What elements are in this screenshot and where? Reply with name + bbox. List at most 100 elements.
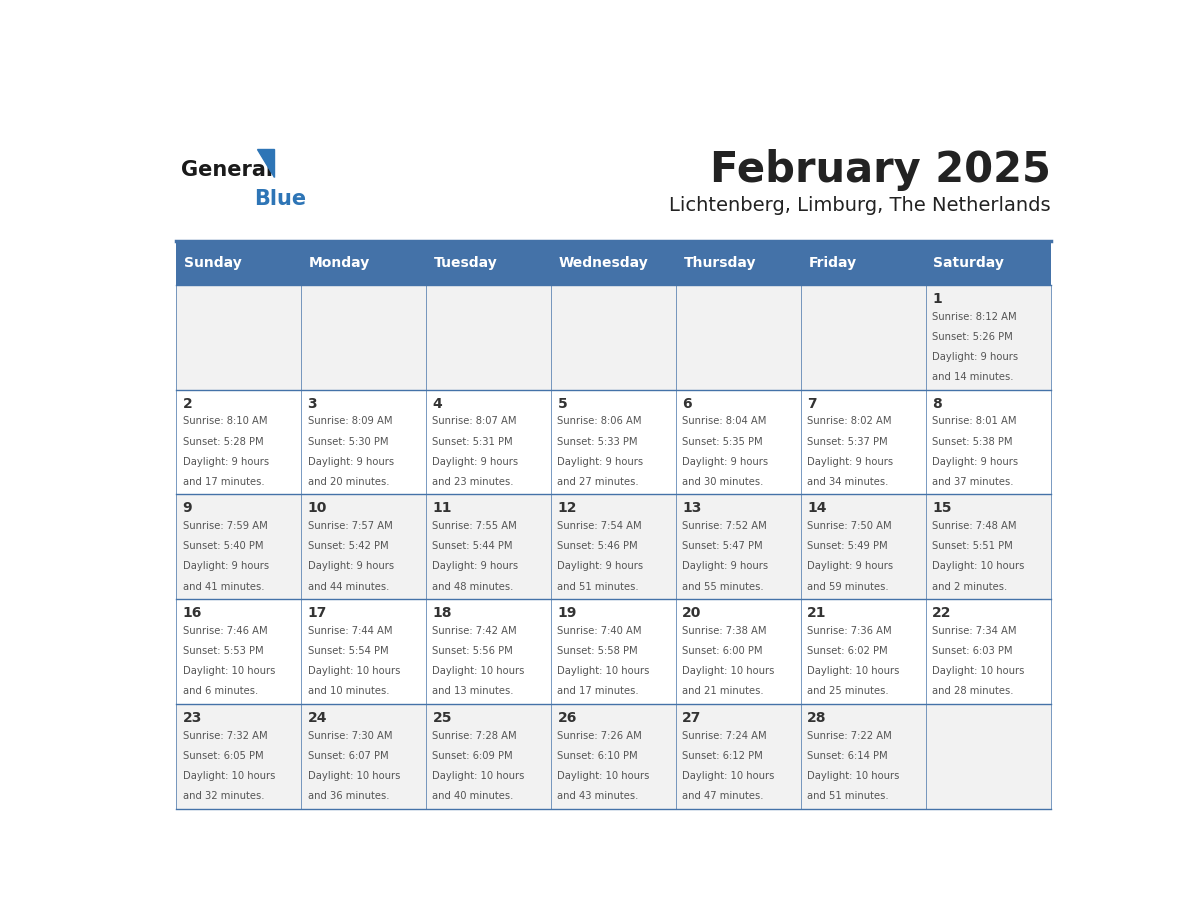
Text: and 41 minutes.: and 41 minutes.	[183, 582, 264, 591]
Text: 13: 13	[682, 501, 702, 515]
Text: Daylight: 9 hours: Daylight: 9 hours	[808, 456, 893, 466]
Text: 1: 1	[933, 292, 942, 306]
Text: Sunset: 5:38 PM: Sunset: 5:38 PM	[933, 437, 1013, 446]
Text: and 40 minutes.: and 40 minutes.	[432, 791, 514, 801]
Text: Sunset: 5:53 PM: Sunset: 5:53 PM	[183, 646, 264, 656]
Text: 24: 24	[308, 711, 327, 725]
Text: Daylight: 9 hours: Daylight: 9 hours	[183, 456, 268, 466]
Text: Daylight: 10 hours: Daylight: 10 hours	[933, 562, 1025, 571]
Text: Sunset: 5:49 PM: Sunset: 5:49 PM	[808, 542, 887, 552]
Bar	[176, 389, 1051, 494]
Text: Friday: Friday	[808, 256, 857, 270]
Text: Daylight: 10 hours: Daylight: 10 hours	[308, 666, 400, 677]
Text: Sunset: 5:40 PM: Sunset: 5:40 PM	[183, 542, 263, 552]
Bar	[426, 241, 551, 285]
Text: Sunset: 5:26 PM: Sunset: 5:26 PM	[933, 331, 1013, 341]
Text: Sunset: 5:44 PM: Sunset: 5:44 PM	[432, 542, 513, 552]
Text: Daylight: 9 hours: Daylight: 9 hours	[308, 562, 393, 571]
Text: and 47 minutes.: and 47 minutes.	[682, 791, 764, 801]
Text: Sunset: 5:30 PM: Sunset: 5:30 PM	[308, 437, 388, 446]
Text: and 43 minutes.: and 43 minutes.	[557, 791, 639, 801]
Text: and 17 minutes.: and 17 minutes.	[557, 687, 639, 697]
Text: Daylight: 10 hours: Daylight: 10 hours	[933, 666, 1025, 677]
Text: Sunrise: 7:44 AM: Sunrise: 7:44 AM	[308, 626, 392, 636]
Text: Daylight: 9 hours: Daylight: 9 hours	[432, 456, 519, 466]
Text: Sunrise: 8:06 AM: Sunrise: 8:06 AM	[557, 417, 642, 426]
Bar	[176, 704, 1051, 809]
Text: Sunrise: 7:38 AM: Sunrise: 7:38 AM	[682, 626, 767, 636]
Text: and 30 minutes.: and 30 minutes.	[682, 476, 764, 487]
Text: Daylight: 9 hours: Daylight: 9 hours	[308, 456, 393, 466]
Text: Daylight: 9 hours: Daylight: 9 hours	[432, 562, 519, 571]
Text: Wednesday: Wednesday	[558, 256, 649, 270]
Text: February 2025: February 2025	[710, 149, 1051, 191]
Text: Sunset: 5:28 PM: Sunset: 5:28 PM	[183, 437, 264, 446]
Text: Sunrise: 8:09 AM: Sunrise: 8:09 AM	[308, 417, 392, 426]
Text: Sunrise: 7:42 AM: Sunrise: 7:42 AM	[432, 626, 517, 636]
Text: Sunrise: 7:22 AM: Sunrise: 7:22 AM	[808, 731, 892, 741]
Text: 21: 21	[808, 606, 827, 620]
Text: and 6 minutes.: and 6 minutes.	[183, 687, 258, 697]
Text: 20: 20	[682, 606, 702, 620]
Text: 8: 8	[933, 397, 942, 410]
Bar	[925, 241, 1051, 285]
Text: Daylight: 9 hours: Daylight: 9 hours	[682, 456, 769, 466]
Text: 2: 2	[183, 397, 192, 410]
Text: and 51 minutes.: and 51 minutes.	[557, 582, 639, 591]
Text: Blue: Blue	[254, 188, 307, 208]
Text: Sunset: 6:00 PM: Sunset: 6:00 PM	[682, 646, 763, 656]
Text: Sunset: 5:37 PM: Sunset: 5:37 PM	[808, 437, 887, 446]
Bar	[176, 494, 1051, 599]
Bar	[801, 241, 925, 285]
Bar	[676, 241, 801, 285]
Text: and 44 minutes.: and 44 minutes.	[308, 582, 388, 591]
Text: Daylight: 10 hours: Daylight: 10 hours	[432, 666, 525, 677]
Text: General: General	[181, 161, 273, 180]
Text: Sunrise: 7:24 AM: Sunrise: 7:24 AM	[682, 731, 767, 741]
Text: Monday: Monday	[309, 256, 369, 270]
Text: Sunset: 5:33 PM: Sunset: 5:33 PM	[557, 437, 638, 446]
Text: Sunset: 5:47 PM: Sunset: 5:47 PM	[682, 542, 763, 552]
Text: 27: 27	[682, 711, 702, 725]
Text: 4: 4	[432, 397, 442, 410]
Text: Sunrise: 8:02 AM: Sunrise: 8:02 AM	[808, 417, 892, 426]
Text: 18: 18	[432, 606, 451, 620]
Text: Sunset: 6:12 PM: Sunset: 6:12 PM	[682, 751, 763, 761]
Text: and 36 minutes.: and 36 minutes.	[308, 791, 388, 801]
Text: and 10 minutes.: and 10 minutes.	[308, 687, 388, 697]
Text: Sunset: 5:35 PM: Sunset: 5:35 PM	[682, 437, 763, 446]
Text: 26: 26	[557, 711, 577, 725]
Text: Daylight: 9 hours: Daylight: 9 hours	[808, 562, 893, 571]
Text: Daylight: 9 hours: Daylight: 9 hours	[183, 562, 268, 571]
Text: and 17 minutes.: and 17 minutes.	[183, 476, 264, 487]
Text: Sunrise: 7:32 AM: Sunrise: 7:32 AM	[183, 731, 267, 741]
Text: and 21 minutes.: and 21 minutes.	[682, 687, 764, 697]
Text: Daylight: 10 hours: Daylight: 10 hours	[557, 666, 650, 677]
Text: Sunrise: 7:55 AM: Sunrise: 7:55 AM	[432, 521, 517, 532]
Text: Sunset: 5:46 PM: Sunset: 5:46 PM	[557, 542, 638, 552]
Text: Thursday: Thursday	[683, 256, 756, 270]
Bar	[176, 285, 1051, 389]
Text: and 51 minutes.: and 51 minutes.	[808, 791, 889, 801]
Text: Sunset: 6:02 PM: Sunset: 6:02 PM	[808, 646, 887, 656]
Text: 25: 25	[432, 711, 451, 725]
Text: and 59 minutes.: and 59 minutes.	[808, 582, 889, 591]
Text: Sunrise: 7:48 AM: Sunrise: 7:48 AM	[933, 521, 1017, 532]
Text: Daylight: 9 hours: Daylight: 9 hours	[682, 562, 769, 571]
Text: 12: 12	[557, 501, 577, 515]
Text: Sunrise: 7:59 AM: Sunrise: 7:59 AM	[183, 521, 267, 532]
Text: Daylight: 10 hours: Daylight: 10 hours	[682, 771, 775, 781]
Text: Daylight: 10 hours: Daylight: 10 hours	[557, 771, 650, 781]
Text: Daylight: 10 hours: Daylight: 10 hours	[432, 771, 525, 781]
Text: and 20 minutes.: and 20 minutes.	[308, 476, 388, 487]
Text: and 55 minutes.: and 55 minutes.	[682, 582, 764, 591]
Text: Sunrise: 7:50 AM: Sunrise: 7:50 AM	[808, 521, 892, 532]
Bar	[551, 241, 676, 285]
Text: Sunday: Sunday	[184, 256, 241, 270]
Text: 11: 11	[432, 501, 451, 515]
Polygon shape	[257, 149, 273, 177]
Text: Sunset: 5:56 PM: Sunset: 5:56 PM	[432, 646, 513, 656]
Text: Tuesday: Tuesday	[434, 256, 498, 270]
Text: Sunrise: 8:12 AM: Sunrise: 8:12 AM	[933, 311, 1017, 321]
Text: 15: 15	[933, 501, 952, 515]
